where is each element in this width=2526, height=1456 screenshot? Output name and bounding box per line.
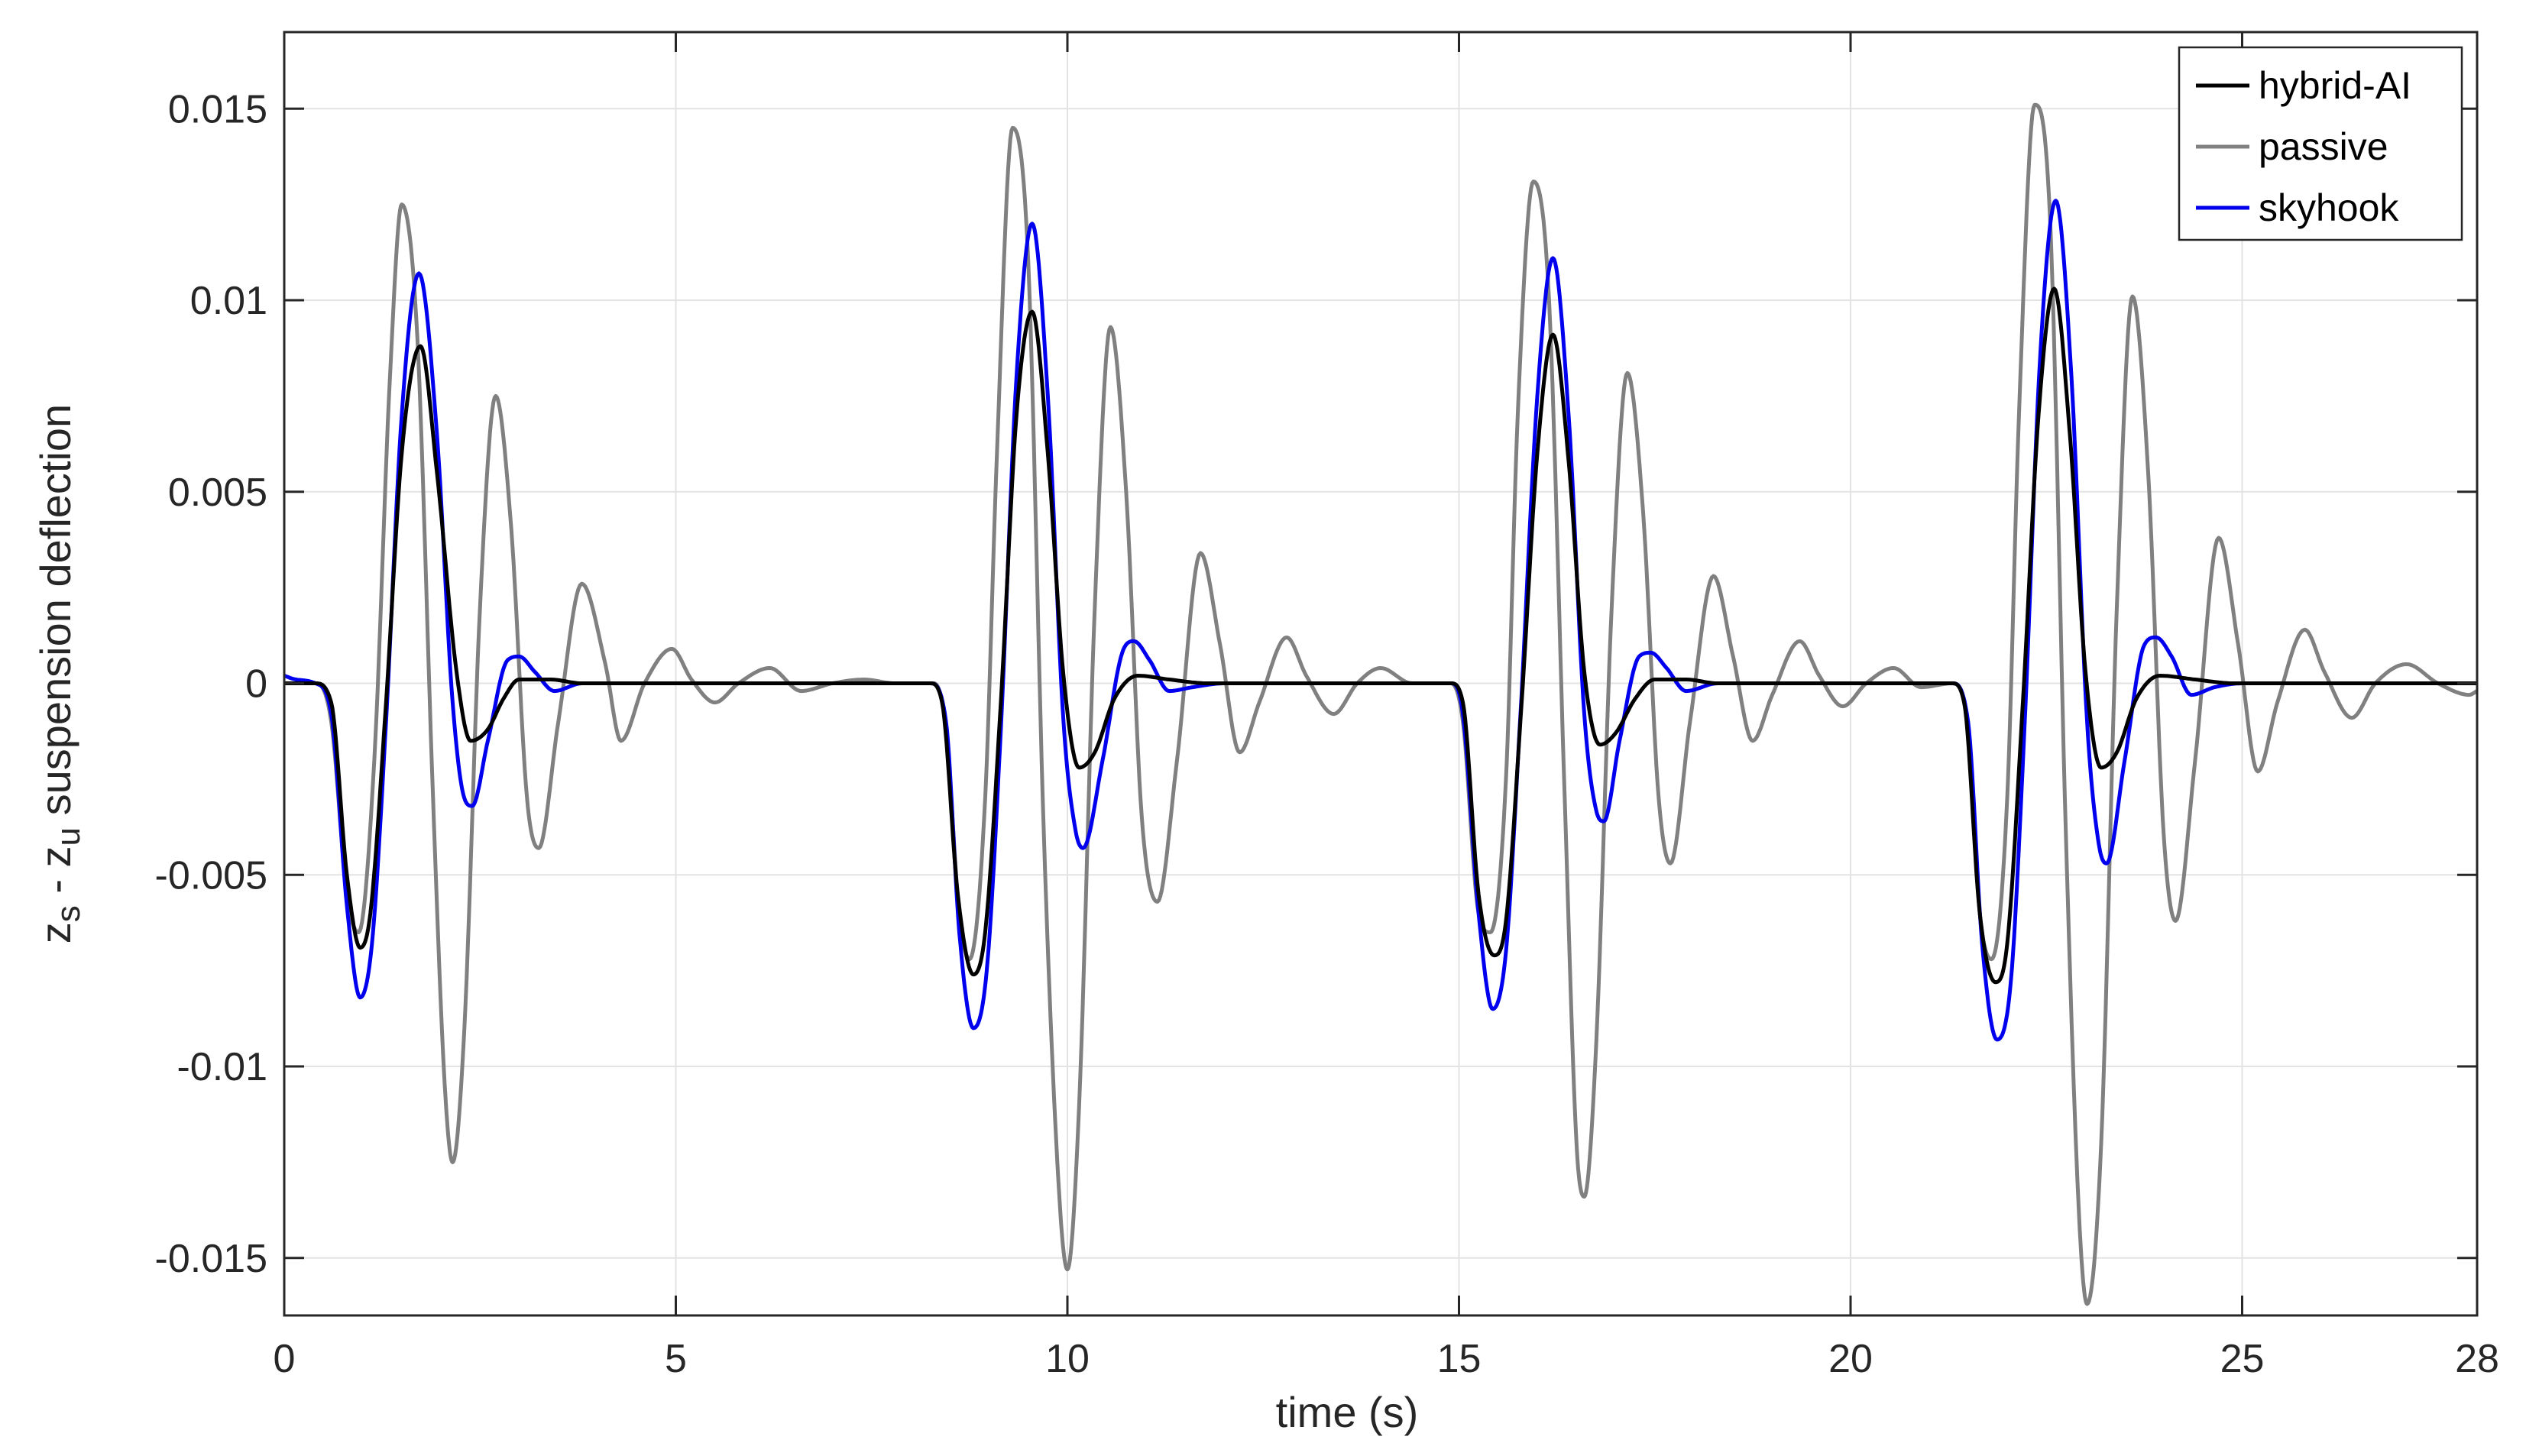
x-axis-label: time (s) xyxy=(1276,1388,1419,1436)
y-tick-label: 0 xyxy=(245,662,267,707)
legend-label-hybrid-AI: hybrid-AI xyxy=(2259,64,2411,107)
legend: hybrid-AI passive skyhook xyxy=(2178,46,2463,241)
x-tick-label: 10 xyxy=(1045,1337,1090,1381)
legend-label-passive: passive xyxy=(2259,125,2388,168)
series-line-passive xyxy=(284,102,2479,1306)
x-tick-label: 15 xyxy=(1437,1337,1482,1381)
x-tick-label: 0 xyxy=(274,1337,296,1381)
axes-box xyxy=(283,31,2479,1317)
y-tick-label: -0.01 xyxy=(176,1045,267,1089)
ticks xyxy=(283,32,2479,1315)
x-tick-label: 5 xyxy=(665,1337,687,1381)
series-line-hybrid-AI xyxy=(284,286,2477,985)
x-tick-label: 25 xyxy=(2220,1337,2265,1381)
x-tick-label: 20 xyxy=(1828,1337,1873,1381)
y-tick-label: -0.015 xyxy=(155,1237,267,1281)
plot-area xyxy=(284,32,2477,1315)
x-tick-label: 28 xyxy=(2455,1337,2499,1381)
series-layer xyxy=(283,102,2479,1306)
y-tick-label: 0.015 xyxy=(168,87,267,131)
legend-label-skyhook: skyhook xyxy=(2259,186,2399,229)
y-tick-label: 0.005 xyxy=(168,471,267,515)
y-tick-label: 0.01 xyxy=(190,279,267,323)
y-tick-label: -0.005 xyxy=(155,853,267,898)
tick-labels: 0 5 10 15 20 25 28 -0.015 -0.01 -0.005 0 0.005 0.01 0… xyxy=(155,87,2499,1381)
y-axis-label: zs - zu suspension deflection xyxy=(31,404,87,943)
